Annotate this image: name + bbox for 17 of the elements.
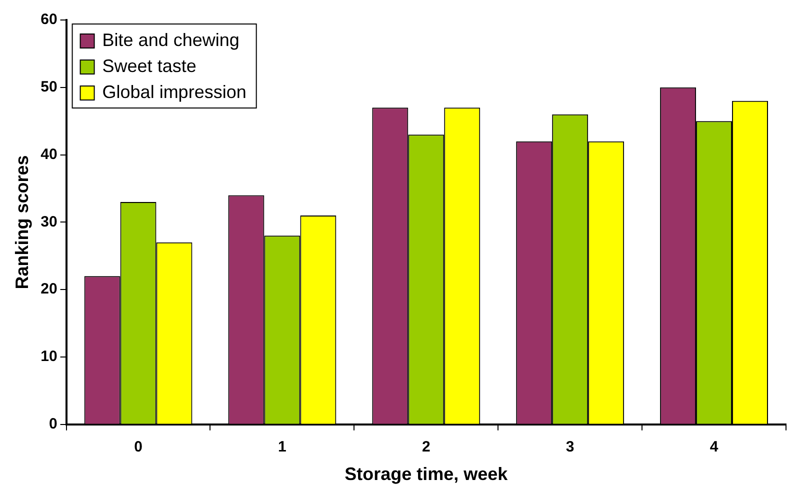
y-tick-label: 10	[40, 348, 58, 366]
legend-label: Global impression	[102, 82, 246, 102]
y-tick-label: 60	[40, 11, 58, 28]
x-tick-label: 0	[134, 438, 142, 456]
y-axis-title: Ranking scores	[12, 155, 32, 290]
x-tick-label: 2	[422, 438, 430, 456]
x-tick-label: 3	[566, 438, 574, 456]
legend-label: Sweet taste	[102, 56, 196, 76]
x-tick-label: 4	[710, 438, 719, 456]
y-tick-label: 0	[48, 416, 58, 433]
legend-label: Bite and chewing	[102, 30, 240, 50]
y-tick-label: 40	[40, 146, 58, 163]
y-tick-label: 30	[40, 213, 58, 230]
x-axis-title: Storage time, week	[344, 464, 509, 484]
y-tick-label: 20	[40, 280, 58, 298]
y-tick-label: 50	[40, 78, 58, 96]
x-tick-label: 1	[278, 438, 286, 456]
